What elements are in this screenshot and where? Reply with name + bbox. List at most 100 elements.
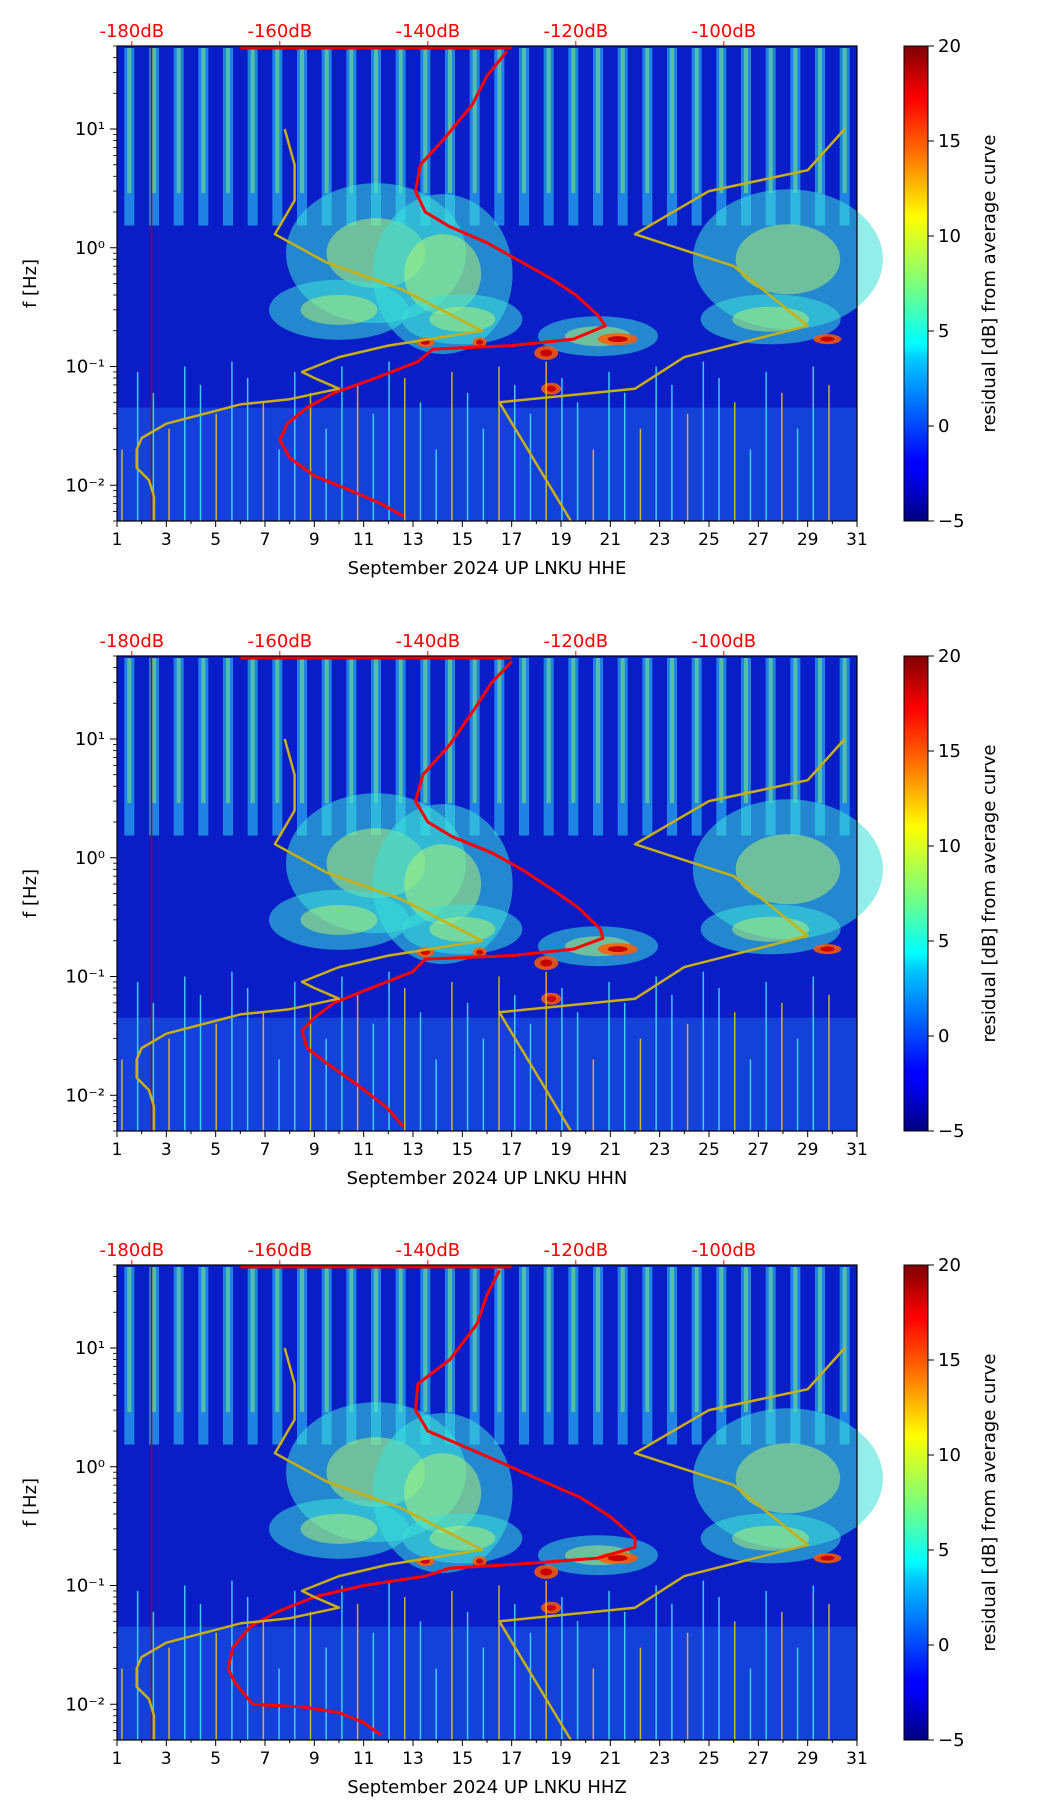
colorbar-tick-label: 5: [938, 1540, 949, 1561]
spectrogram-hot-spot-core: [540, 1568, 553, 1576]
spectrogram-daily-stripe-core: [645, 658, 650, 804]
spectrogram-daily-stripe-core: [596, 48, 600, 194]
x-tick-label: 5: [210, 1140, 221, 1160]
average-noise-curve: [300, 660, 605, 1128]
colorbar-tick-label: −5: [938, 511, 965, 532]
spectrogram-daily-stripe-core: [300, 1267, 304, 1413]
x-tick-label: 23: [649, 1140, 671, 1160]
spectrogram-daily-stripe-core: [250, 48, 255, 194]
db-tick-label: -140dB: [395, 631, 460, 652]
spectrogram-microseism-core: [735, 834, 841, 905]
spectrogram-daily-stripe-core: [670, 658, 674, 804]
spectrogram-daily-stripe-core: [324, 48, 329, 194]
spectrogram-microseism-core: [404, 1453, 482, 1534]
spectrogram-daily-stripe-core: [793, 48, 798, 194]
spectrogram-daily-stripe-core: [349, 48, 354, 194]
y-tick-label: 10⁰: [75, 1457, 105, 1478]
db-tick-label: -140dB: [395, 21, 460, 42]
y-tick-label: 10⁻²: [65, 1085, 105, 1106]
x-tick-label: 1: [112, 530, 123, 550]
spectrogram-daily-stripe-core: [152, 658, 156, 804]
noise-model-curve: [135, 128, 484, 521]
colorbar-label: residual [dB] from average curve: [979, 1353, 1000, 1651]
spectrogram-hot-spot-core: [546, 995, 557, 1002]
x-tick-label: 11: [353, 1749, 375, 1769]
x-tick-label: 25: [698, 1749, 720, 1769]
spectrogram-daily-stripe-core: [620, 1267, 625, 1413]
colorbar-tick-label: 0: [938, 416, 949, 437]
colorbar: [903, 1264, 929, 1741]
x-tick-label: 31: [846, 1749, 868, 1769]
x-tick-label: 29: [797, 1749, 819, 1769]
x-tick-label: 7: [260, 1140, 271, 1160]
spectrogram-hot-spot-core: [820, 336, 835, 342]
x-tick-label: 31: [846, 1140, 868, 1160]
spectrogram-microseism-core: [300, 294, 378, 325]
spectrogram-hot-spot-core: [820, 1555, 835, 1561]
spectrogram-daily-stripe-core: [793, 658, 798, 804]
spectrogram-daily-stripe-core: [152, 1267, 156, 1413]
spectrogram-daily-stripe-core: [719, 48, 724, 194]
y-axis-label: f [Hz]: [20, 869, 41, 918]
spectrogram-daily-stripe-core: [522, 1267, 526, 1413]
x-tick-label: 17: [501, 1749, 523, 1769]
spectrogram-daily-stripe-core: [818, 48, 822, 194]
x-tick-label: 15: [452, 1140, 474, 1160]
spectrogram-daily-stripe-core: [645, 48, 650, 194]
y-tick-label: 10⁻¹: [65, 357, 105, 378]
spectrogram-daily-stripe-core: [818, 658, 822, 804]
spectrogram-daily-stripe-core: [324, 1267, 329, 1413]
db-tick-label: -120dB: [543, 21, 608, 42]
spectrogram-daily-stripe-core: [201, 658, 206, 804]
spectrogram-daily-stripe-core: [423, 1267, 428, 1413]
colorbar-label: residual [dB] from average curve: [979, 744, 1000, 1042]
spectrogram-daily-stripe-core: [275, 658, 280, 804]
spectrogram-daily-stripe-core: [127, 1267, 132, 1413]
spectrogram-daily-stripe-core: [374, 658, 378, 804]
spectrogram-hot-spot-core: [607, 336, 628, 343]
spectrogram-daily-stripe-core: [546, 1267, 551, 1413]
db-tick-label: -160dB: [247, 1240, 312, 1261]
spectrogram-daily-stripe-core: [768, 1267, 773, 1413]
db-tick-label: -180dB: [99, 1240, 164, 1261]
spectrogram-daily-stripe-core: [176, 1267, 181, 1413]
colorbar-tick-label: −5: [938, 1730, 965, 1751]
spectrogram-daily-stripe-core: [423, 48, 428, 194]
db-tick-label: -100dB: [691, 631, 756, 652]
x-tick-label: 3: [161, 1749, 172, 1769]
spectrogram-daily-stripe-core: [670, 1267, 674, 1413]
spectrogram-daily-stripe-core: [793, 1267, 798, 1413]
x-tick-label: 1: [112, 1749, 123, 1769]
x-tick-label: 25: [698, 530, 720, 550]
colorbar-tick-label: −5: [938, 1121, 965, 1142]
x-tick-label: 9: [309, 530, 320, 550]
x-tick-label: 7: [260, 1749, 271, 1769]
spectrogram-daily-stripe-core: [768, 48, 773, 194]
colorbar: [903, 45, 929, 522]
spectrogram-daily-stripe-core: [768, 658, 773, 804]
db-tick-label: -100dB: [691, 1240, 756, 1261]
spectrogram-daily-stripe-core: [472, 658, 477, 804]
spectrogram-daily-stripe-core: [226, 48, 230, 194]
spectrogram-daily-stripe-core: [842, 48, 847, 194]
colorbar-tick-label: 15: [938, 131, 961, 152]
spectrogram-daily-stripe-core: [275, 48, 280, 194]
x-tick-label: 23: [649, 1749, 671, 1769]
x-tick-label: 27: [748, 1140, 770, 1160]
spectrogram-daily-stripe-core: [497, 658, 502, 804]
spectrogram-hot-spot-core: [476, 1558, 484, 1564]
db-tick-label: -160dB: [247, 21, 312, 42]
spectrogram-daily-stripe-core: [201, 1267, 206, 1413]
spectrogram-daily-stripe-core: [744, 1267, 748, 1413]
spectrogram-daily-stripe-core: [226, 1267, 230, 1413]
spectrogram-daily-stripe-core: [226, 658, 230, 804]
spectrogram-hot-spot-core: [607, 946, 628, 953]
noise-model-curve: [498, 1347, 846, 1741]
spectrogram-daily-stripe-core: [250, 658, 255, 804]
spectrogram-daily-stripe-core: [398, 658, 403, 804]
spectrogram-daily-stripe-core: [818, 1267, 822, 1413]
spectrogram-field: [117, 46, 883, 521]
db-tick-label: -160dB: [247, 631, 312, 652]
x-tick-label: 7: [260, 530, 271, 550]
colorbar-tick-label: 0: [938, 1026, 949, 1047]
